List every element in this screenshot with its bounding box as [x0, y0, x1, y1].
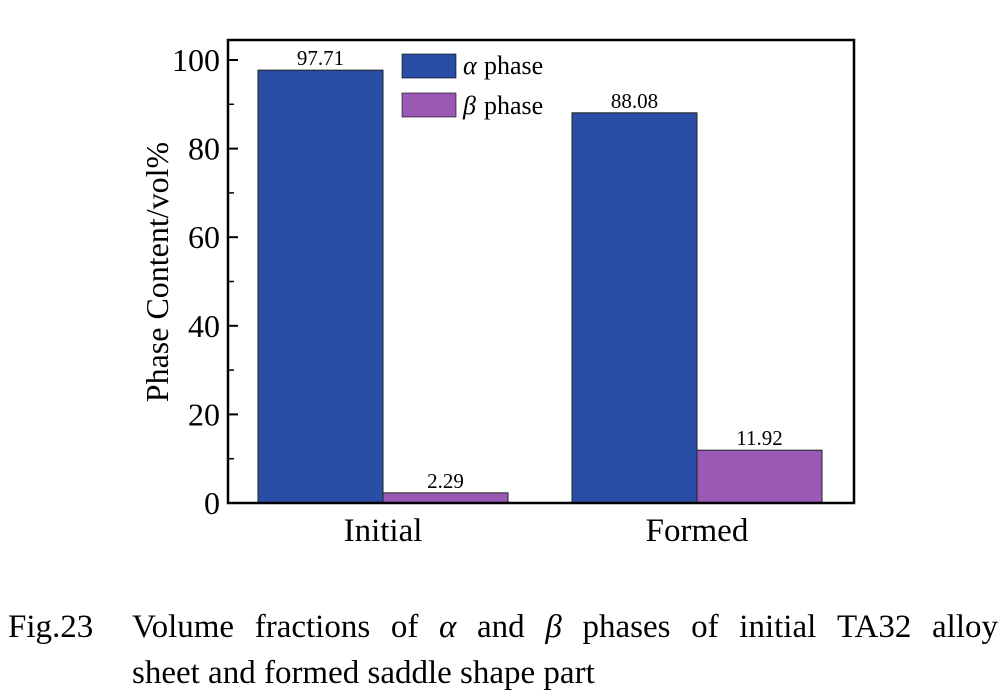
- caption-word: β: [545, 609, 562, 645]
- data-label: 97.71: [297, 46, 344, 70]
- caption-line-1-text: Volume fractions of α and β phases of initial TA3…: [132, 604, 998, 650]
- caption-word: Volume: [132, 609, 235, 645]
- data-labels-group: 97.71 2.29 88.08 11.92: [297, 46, 783, 493]
- plot-frame: [226, 38, 856, 505]
- x-category-label: Initial: [344, 513, 423, 549]
- caption-word: of: [390, 609, 419, 645]
- caption-line-1: Fig.23 Volume fractions of α and β phases of ini…: [8, 604, 998, 650]
- bars-group: [257, 69, 823, 504]
- legend-alpha-text: phase: [484, 51, 543, 80]
- caption-word: α: [439, 609, 457, 645]
- x-category-label: Formed: [646, 513, 749, 549]
- y-tick-label: 0: [204, 485, 220, 521]
- caption-word: initial: [739, 609, 817, 645]
- y-tick-label: 20: [188, 396, 220, 432]
- data-label: 88.08: [611, 89, 658, 113]
- bar-alpha-formed: [571, 112, 698, 504]
- caption-word: phases: [582, 609, 671, 645]
- y-tick-label: 80: [188, 131, 220, 167]
- caption-line-2: sheet and formed saddle shape part: [132, 655, 595, 691]
- bar-beta-formed: [696, 449, 823, 504]
- legend-beta-symbol: β: [462, 91, 476, 120]
- x-axis-categories: Initial Formed: [344, 513, 749, 549]
- figure-caption: Fig.23 Volume fractions of α and β phases of ini…: [8, 604, 998, 696]
- caption-word: fractions: [254, 609, 371, 645]
- bar-chart: 0 20 40 60 80 100 97.71 2.29 88.08 11.92 Initial…: [139, 38, 856, 549]
- y-tick-label: 60: [188, 219, 220, 255]
- bar-alpha-initial: [257, 69, 384, 504]
- caption-figure-number: Fig.23: [8, 609, 94, 645]
- data-label: 11.92: [736, 426, 782, 450]
- legend-swatch-beta: [401, 92, 457, 118]
- bar-beta-initial: [382, 492, 509, 504]
- y-tick-label: 100: [172, 42, 220, 78]
- y-axis-label: Phase Content/vol%: [139, 142, 175, 402]
- data-label: 2.29: [427, 469, 464, 493]
- legend-alpha-symbol: α: [463, 51, 478, 80]
- caption-word: and: [477, 609, 525, 645]
- caption-word: of: [691, 609, 719, 645]
- caption-word: alloy: [932, 609, 998, 645]
- legend-beta-text: phase: [484, 91, 543, 120]
- caption-word: TA32: [836, 609, 912, 645]
- y-tick-label: 40: [188, 308, 220, 344]
- legend-swatch-alpha: [401, 53, 457, 79]
- legend: α phase β phase: [401, 51, 543, 120]
